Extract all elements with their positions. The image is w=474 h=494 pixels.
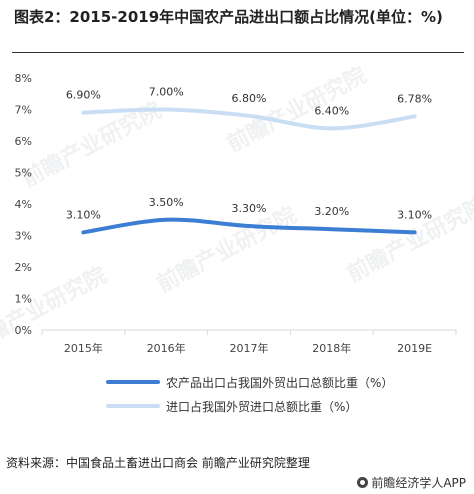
- y-tick-label: 8%: [15, 72, 32, 85]
- data-label: 3.10%: [397, 208, 432, 221]
- data-label: 3.20%: [314, 205, 349, 218]
- brand-footer: 前瞻经济学人APP: [357, 474, 466, 491]
- y-tick-label: 4%: [15, 198, 32, 211]
- data-label: 6.90%: [66, 89, 101, 102]
- legend: 农产品出口占我国外贸出口总额比重（%） 进口占我国外贸进口总额比重（%）: [106, 370, 393, 418]
- data-labels: 3.10% 3.50% 3.30% 3.20% 3.10% 6.90% 7.00% 6.80%…: [66, 86, 432, 222]
- x-tick-label: 2015年: [64, 341, 103, 355]
- y-tick-label: 0%: [15, 324, 32, 337]
- data-label: 3.10%: [66, 208, 101, 221]
- chart-title: 图表2：2015-2019年中国农产品进出口额占比情况(单位：%): [14, 8, 443, 26]
- brand-logo-icon: [357, 477, 369, 488]
- legend-item-export: 农产品出口占我国外贸出口总额比重（%）: [106, 370, 393, 394]
- data-label: 3.50%: [149, 196, 184, 209]
- data-label: 7.00%: [149, 86, 184, 99]
- x-tick-label: 2018年: [312, 341, 351, 355]
- legend-label-import: 进口占我国外贸进口总额比重（%）: [166, 399, 358, 414]
- watermark-text: 前瞻产业研究院: [343, 192, 474, 287]
- x-tick-label: 2019E: [397, 342, 432, 355]
- data-label: 6.78%: [397, 92, 432, 105]
- data-label: 6.80%: [232, 92, 267, 105]
- title-divider: [12, 52, 464, 53]
- x-tick-label: 2016年: [147, 341, 186, 355]
- y-tick-label: 7%: [15, 104, 32, 117]
- y-tick-label: 6%: [15, 135, 32, 148]
- series-lines: [81, 107, 417, 235]
- legend-swatch-import: [106, 404, 160, 408]
- data-label: 6.40%: [314, 104, 349, 117]
- chart-axes: 0% 1% 2% 3% 4% 5% 6% 7% 8% 2015年 2016年 2017年 2018年 20…: [15, 72, 457, 355]
- watermark-text: 前瞻产业研究院: [153, 202, 301, 297]
- data-label: 3.30%: [232, 202, 267, 215]
- y-tick-label: 5%: [15, 167, 32, 180]
- x-tick-label: 2017年: [230, 341, 269, 355]
- y-tick-label: 1%: [15, 293, 32, 306]
- legend-item-import: 进口占我国外贸进口总额比重（%）: [106, 394, 393, 418]
- y-tick-label: 3%: [15, 230, 32, 243]
- source-note: 资料来源：中国食品土畜进出口商会 前瞻产业研究院整理: [6, 456, 310, 470]
- legend-label-export: 农产品出口占我国外贸出口总额比重（%）: [166, 375, 394, 390]
- brand-name: 前瞻经济学人APP: [371, 476, 466, 490]
- y-tick-label: 2%: [15, 261, 32, 274]
- legend-swatch-export: [106, 380, 160, 384]
